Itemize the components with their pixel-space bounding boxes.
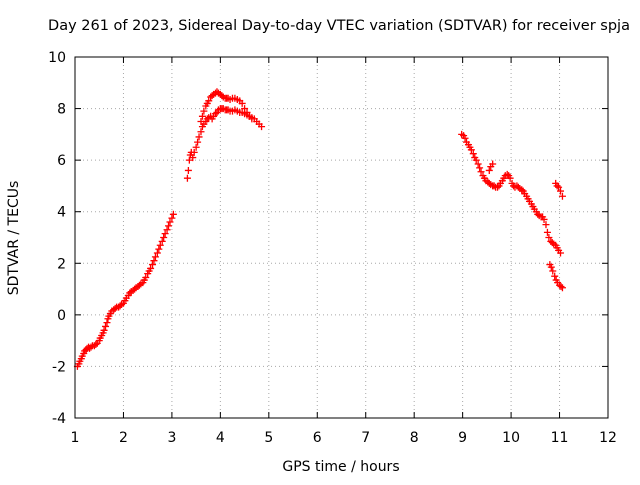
data-point xyxy=(184,166,192,174)
x-tick-label: 8 xyxy=(410,430,419,446)
data-point xyxy=(158,237,166,245)
data-point xyxy=(477,168,485,176)
y-tick-label: -2 xyxy=(52,359,66,375)
data-point xyxy=(200,107,208,115)
plot-frame xyxy=(74,56,609,419)
data-point xyxy=(518,186,526,194)
data-point xyxy=(545,234,553,241)
data-point xyxy=(241,105,249,113)
data-point xyxy=(485,166,493,174)
x-tick-label: 5 xyxy=(264,430,273,446)
data-point xyxy=(258,123,266,131)
grid-lines xyxy=(75,57,608,418)
data-point xyxy=(558,284,566,292)
x-axis-label: GPS time / hours xyxy=(282,459,399,475)
data-point xyxy=(195,133,203,141)
data-point xyxy=(542,221,550,229)
y-axis-label: SDTVAR / TECUs xyxy=(6,181,22,296)
x-tick-label: 12 xyxy=(599,430,617,446)
data-point xyxy=(543,228,551,236)
y-tick-label: 2 xyxy=(57,256,66,272)
data-point xyxy=(557,187,565,195)
data-point xyxy=(489,160,497,168)
data-point xyxy=(165,222,173,230)
data-point xyxy=(551,272,559,280)
data-point xyxy=(205,97,213,105)
data-point xyxy=(103,319,111,327)
data-point xyxy=(197,117,205,125)
data-point xyxy=(194,138,202,146)
data-point xyxy=(168,214,176,222)
data-point xyxy=(100,326,108,334)
x-tick-label: 4 xyxy=(216,430,225,446)
data-point xyxy=(161,230,169,238)
data-point xyxy=(183,174,191,182)
data-point xyxy=(469,150,477,158)
data-point xyxy=(472,156,480,164)
x-tick-label: 7 xyxy=(361,430,370,446)
data-point xyxy=(197,128,205,136)
data-point xyxy=(92,341,100,349)
data-point xyxy=(163,226,171,234)
data-point xyxy=(102,322,110,330)
data-point xyxy=(553,182,561,190)
data-point xyxy=(142,273,150,281)
data-point xyxy=(248,115,256,123)
data-point xyxy=(494,183,502,191)
x-tick-label: 10 xyxy=(502,430,520,446)
data-points xyxy=(73,88,566,370)
data-point xyxy=(156,241,164,249)
data-point xyxy=(198,112,206,120)
data-point xyxy=(540,215,548,223)
y-tick-label: 6 xyxy=(57,153,66,169)
data-point xyxy=(506,174,514,182)
y-tick-label: 8 xyxy=(57,102,66,118)
data-point xyxy=(87,343,95,351)
data-point xyxy=(166,218,174,226)
data-point xyxy=(169,210,177,218)
y-tick-label: 0 xyxy=(57,308,66,324)
x-tick-label: 11 xyxy=(551,430,569,446)
data-point xyxy=(149,261,157,269)
y-tick-label: 10 xyxy=(48,50,66,66)
data-point xyxy=(192,143,200,151)
data-point xyxy=(189,154,197,162)
data-point xyxy=(150,257,158,265)
y-tick-label: 4 xyxy=(57,205,66,221)
data-point xyxy=(212,110,220,118)
x-tick-label: 1 xyxy=(71,430,80,446)
y-tick-label: -4 xyxy=(52,411,66,427)
data-point xyxy=(503,170,511,178)
data-point xyxy=(160,234,168,241)
x-tick-label: 9 xyxy=(458,430,467,446)
chart-title: Day 261 of 2023, Sidereal Day-to-day VTE… xyxy=(48,18,630,34)
data-point xyxy=(190,148,198,156)
data-point xyxy=(243,108,251,116)
data-point xyxy=(147,264,155,272)
data-point xyxy=(238,99,246,107)
data-point xyxy=(557,282,565,290)
x-tick-label: 6 xyxy=(313,430,322,446)
data-point xyxy=(549,267,557,275)
data-point xyxy=(467,146,475,154)
data-point xyxy=(557,249,565,257)
x-tick-label: 3 xyxy=(167,430,176,446)
data-point xyxy=(151,253,159,261)
data-point xyxy=(547,263,555,271)
data-point xyxy=(153,249,161,257)
x-tick-label: 2 xyxy=(119,430,128,446)
data-point xyxy=(476,164,484,172)
data-point xyxy=(474,160,482,168)
data-point xyxy=(558,192,566,200)
data-point xyxy=(461,134,469,142)
data-point xyxy=(555,183,563,191)
data-point xyxy=(155,245,163,253)
data-point xyxy=(111,304,119,312)
